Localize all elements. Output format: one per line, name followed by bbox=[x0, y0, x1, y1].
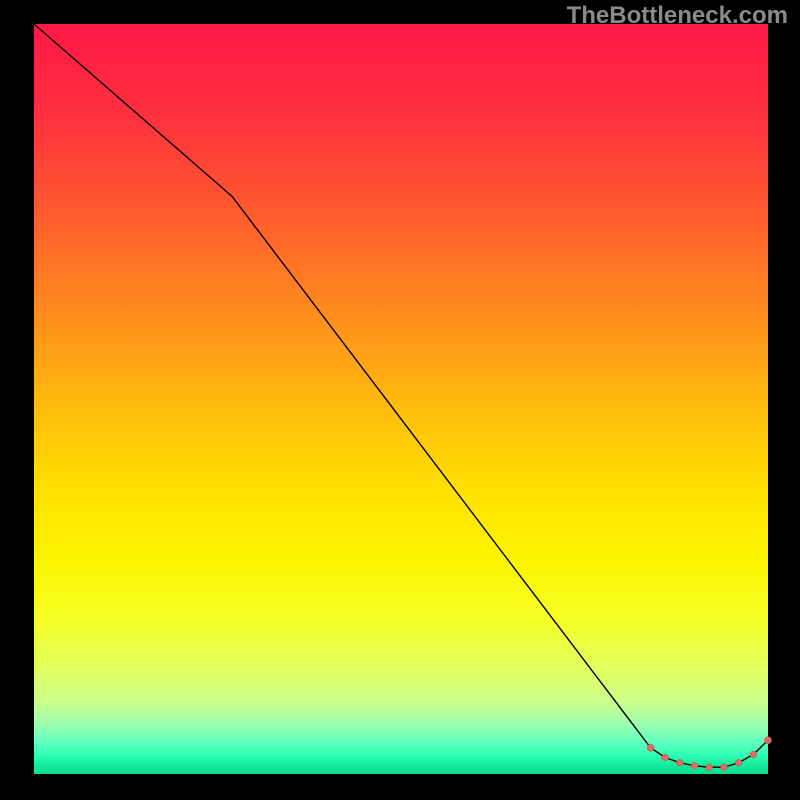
data-marker bbox=[677, 759, 684, 766]
data-marker bbox=[750, 751, 757, 758]
data-marker bbox=[662, 754, 669, 761]
data-marker bbox=[706, 764, 713, 771]
watermark-text: TheBottleneck.com bbox=[567, 2, 788, 30]
chart-background bbox=[34, 24, 768, 774]
bottleneck-chart bbox=[0, 0, 800, 800]
data-marker bbox=[691, 762, 698, 769]
data-marker bbox=[647, 744, 654, 751]
data-marker bbox=[735, 759, 742, 766]
data-marker bbox=[764, 737, 771, 744]
chart-container: { "watermark": { "text": "TheBottleneck.… bbox=[0, 0, 800, 800]
data-marker bbox=[721, 764, 728, 771]
